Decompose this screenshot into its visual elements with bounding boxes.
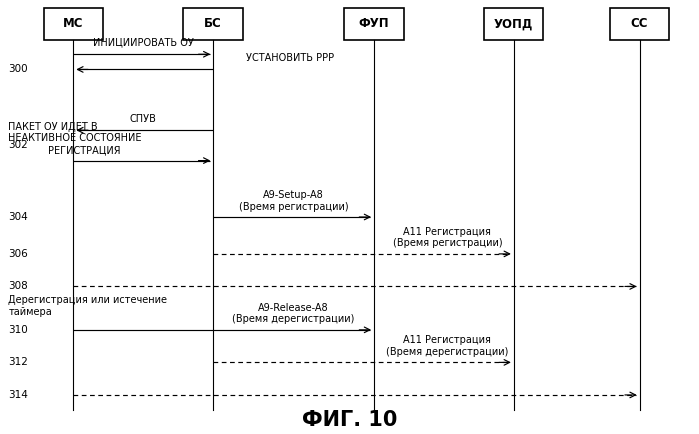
Text: СС: СС [630, 17, 649, 30]
Text: СПУВ: СПУВ [130, 114, 157, 124]
Bar [43, 8, 103, 40]
Text: ФИГ. 10: ФИГ. 10 [302, 410, 397, 430]
Text: УСТАНОВИТЬ PPP: УСТАНОВИТЬ PPP [246, 53, 334, 63]
Text: ИНИЦИИРОВАТЬ ОУ: ИНИЦИИРОВАТЬ ОУ [93, 38, 194, 48]
Text: 314: 314 [8, 390, 28, 400]
Text: A9-Release-A8
(Время дерегистрации): A9-Release-A8 (Время дерегистрации) [232, 302, 355, 324]
Text: 310: 310 [8, 325, 28, 335]
Text: ФУП: ФУП [359, 17, 389, 30]
Bar [484, 8, 544, 40]
Text: 308: 308 [8, 281, 28, 292]
Text: ПАКЕТ ОУ ИДЕТ В
НЕАКТИВНОЕ СОСТОЯНИЕ: ПАКЕТ ОУ ИДЕТ В НЕАКТИВНОЕ СОСТОЯНИЕ [8, 122, 142, 143]
Text: РЕГИСТРАЦИЯ: РЕГИСТРАЦИЯ [48, 145, 120, 155]
Text: 302: 302 [8, 140, 28, 151]
Text: МС: МС [63, 17, 84, 30]
Text: БС: БС [204, 17, 222, 30]
Text: A11 Регистрация
(Время регистрации): A11 Регистрация (Время регистрации) [393, 227, 502, 248]
Text: 306: 306 [8, 249, 28, 259]
Bar [183, 8, 243, 40]
Text: A9-Setup-A8
(Время регистрации): A9-Setup-A8 (Время регистрации) [239, 190, 348, 212]
Text: 304: 304 [8, 212, 28, 222]
Text: Дерегистрация или истечение
таймера: Дерегистрация или истечение таймера [8, 295, 167, 317]
Bar [345, 8, 404, 40]
Text: 300: 300 [8, 64, 28, 75]
Bar [610, 8, 670, 40]
Text: 312: 312 [8, 357, 28, 368]
Text: A11 Регистрация
(Время дерегистрации): A11 Регистрация (Время дерегистрации) [386, 335, 509, 357]
Text: УОПД: УОПД [494, 17, 533, 30]
